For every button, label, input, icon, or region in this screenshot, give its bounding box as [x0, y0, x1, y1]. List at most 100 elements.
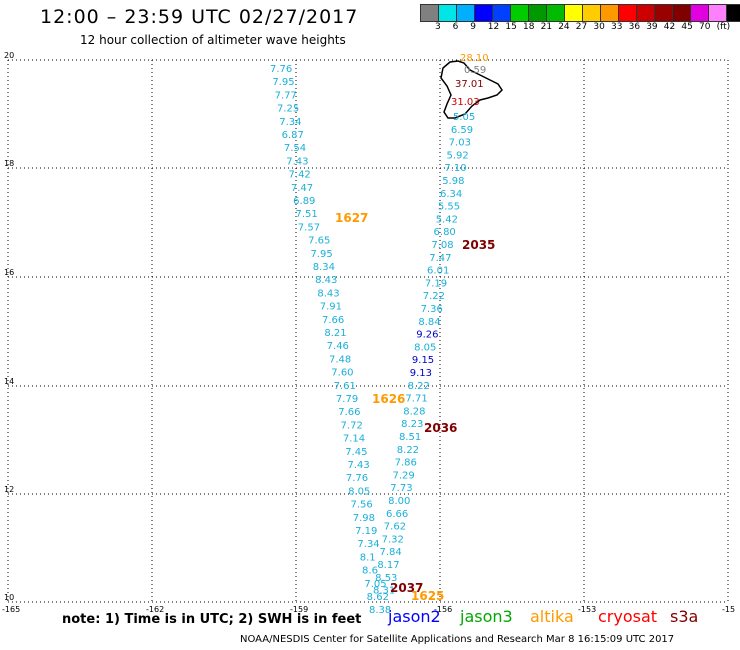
swh-value: 7.66	[338, 407, 360, 418]
hawaii-island-coastline	[440, 60, 503, 119]
swh-value: 8.38	[369, 605, 391, 616]
swh-value: 8.17	[377, 560, 399, 571]
lat-label: 20	[4, 51, 14, 60]
lat-label: 18	[4, 159, 14, 168]
swh-value: 7.47	[291, 183, 313, 194]
swh-value: 7.56	[350, 500, 372, 511]
swh-value: 7.60	[331, 368, 353, 379]
color-scale-tick: 30	[593, 22, 605, 32]
swh-value: 6.66	[386, 509, 408, 520]
swh-value: 8.05	[414, 342, 436, 353]
color-scale-tick: 45	[681, 22, 693, 32]
swh-value: 5.98	[442, 176, 464, 187]
swh-value: 7.86	[395, 458, 417, 469]
lon-label: -165	[2, 605, 20, 614]
swh-value: 7.72	[341, 420, 363, 431]
legend-cryosat: cryosat	[598, 607, 658, 626]
swh-value: 7.08	[431, 240, 453, 251]
swh-value: 7.34	[279, 117, 301, 128]
swh-value: 7.79	[336, 394, 358, 405]
lat-label: 12	[4, 485, 14, 494]
swh-value: 7.66	[322, 315, 344, 326]
color-scale-ticks: 3 6 9 12 15 18 21 24 27 30 33 36 39 42 45 70 (ft)	[421, 22, 740, 36]
swh-value: 8.05	[348, 486, 370, 497]
swh-value: 7.19	[355, 526, 377, 537]
swh-value: 7.46	[327, 341, 349, 352]
swh-value: 7.42	[289, 170, 311, 181]
color-scale-tick: 3	[435, 22, 441, 32]
swh-value: 7.03	[449, 138, 471, 149]
swh-value: 7.71	[405, 394, 427, 405]
island-swh-value: 31.03	[451, 97, 480, 108]
swh-value: 8.34	[313, 262, 335, 273]
swh-value: 7.43	[286, 156, 308, 167]
swh-value: 7.45	[345, 447, 367, 458]
swh-value: 8.22	[408, 381, 430, 392]
color-scale-tick: 21	[540, 22, 553, 32]
swh-value: 7.10	[444, 163, 466, 174]
swh-value: 8.22	[397, 445, 419, 456]
swh-value: 8.23	[401, 419, 423, 430]
color-scale-tick: 39	[646, 22, 658, 32]
legend-altika: altika	[530, 607, 574, 626]
axis-labels: -165 -162 -159 -156 -153 -15 20 18 16 14 12 10	[2, 51, 735, 614]
altimeter-tracks: 7.76 7.95 7.77 7.25 7.34 6.87 7.54 7.43 7.42 7.47…	[270, 64, 475, 616]
island-swh-value: 28.10	[460, 53, 489, 64]
color-scale-tick: (ft)	[716, 22, 731, 32]
color-scale-tick: 12	[487, 22, 500, 32]
swh-value: 8.43	[315, 275, 337, 286]
swh-value: 7.84	[379, 547, 401, 558]
swh-value: 9.26	[416, 330, 438, 341]
swh-value: 7.95	[272, 77, 294, 88]
color-scale-tick: 36	[628, 22, 641, 32]
lon-label: -156	[434, 605, 452, 614]
pass-time-label: 1626	[372, 392, 405, 406]
color-scale-tick: 6	[452, 22, 459, 32]
swh-value: 7.98	[353, 513, 375, 524]
map-title: 12:00 – 23:59 UTC 02/27/2017	[40, 6, 359, 28]
swh-value: 5.05	[453, 112, 475, 123]
color-scale-tick: 27	[575, 22, 588, 32]
legend-jason2: jason2	[388, 607, 441, 626]
pass-time-label: 2037	[390, 581, 423, 595]
legend-jason3: jason3	[460, 607, 513, 626]
lat-label: 16	[4, 268, 14, 277]
swh-value: 7.76	[346, 473, 368, 484]
swh-value: 7.73	[390, 483, 412, 494]
swh-value: 8.6	[362, 566, 378, 577]
swh-value: 8.43	[317, 288, 339, 299]
swh-value: 5.42	[436, 214, 458, 225]
swh-value: 8.00	[388, 496, 410, 507]
color-scale-tick: 70	[699, 22, 711, 32]
swh-value: 6.80	[434, 227, 456, 238]
swh-value: 8.28	[403, 406, 425, 417]
swh-value: 7.77	[275, 90, 297, 101]
lat-label: 10	[4, 593, 14, 602]
swh-value: 6.89	[293, 196, 315, 207]
color-scale-tick: 42	[663, 22, 676, 32]
island-swh-value: 0.59	[464, 65, 486, 76]
credit-line: NOAA/NESDIS Center for Satellite Applica…	[240, 634, 675, 645]
swh-value: 7.14	[343, 434, 365, 445]
pass-time-label: 1625	[411, 589, 444, 603]
swh-value: 7.47	[429, 253, 451, 264]
swh-value: 7.91	[320, 302, 342, 313]
swh-value: 7.76	[270, 64, 292, 75]
swh-value: 7.43	[348, 460, 370, 471]
pass-time-label: 2035	[462, 238, 495, 252]
map-subtitle: 12 hour collection of altimeter wave hei…	[80, 33, 346, 47]
swh-value: 7.62	[384, 522, 406, 533]
swh-value: 7.05	[364, 579, 386, 590]
island-swh-value: 37.01	[455, 79, 484, 90]
pass-time-label: 2036	[424, 421, 457, 435]
swh-value: 7.29	[392, 470, 414, 481]
swh-value: 7.57	[298, 222, 320, 233]
swh-value: 7.19	[425, 278, 447, 289]
color-scale-tick: 24	[558, 22, 570, 32]
swh-value: 9.15	[412, 355, 434, 366]
swh-value: 9.13	[410, 368, 432, 379]
swh-value: 7.22	[423, 291, 445, 302]
swh-value: 6.87	[282, 130, 304, 141]
